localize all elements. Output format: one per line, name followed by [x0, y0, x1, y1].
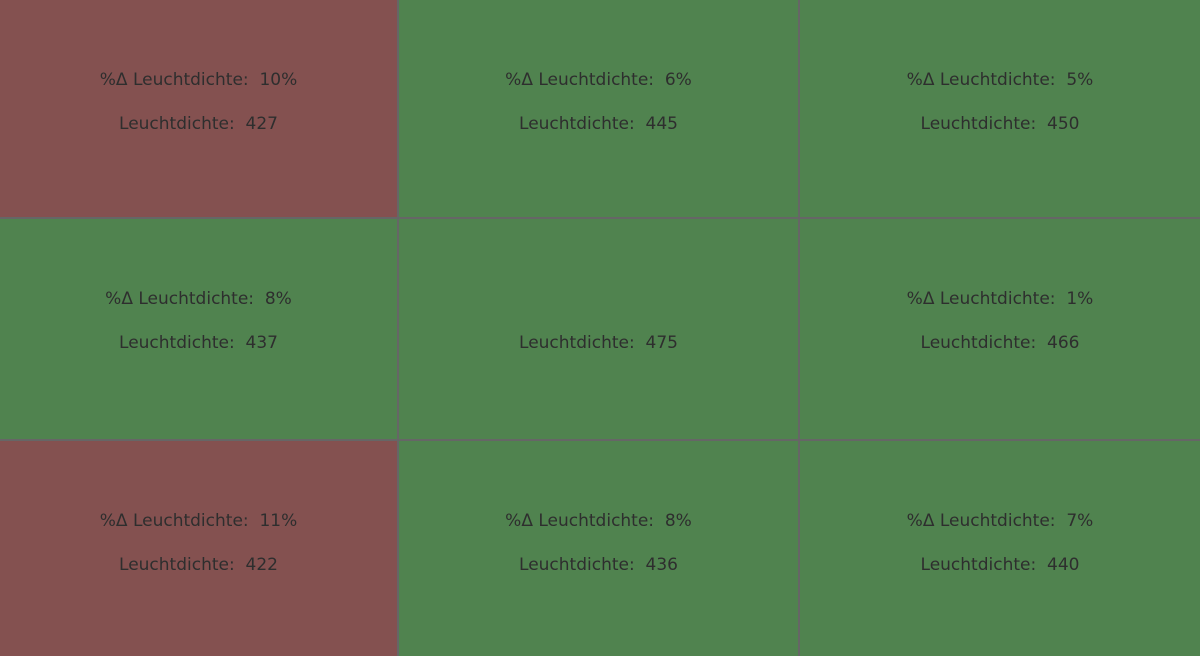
- luminance-delta-text: %Δ Leuchtdichte: 1%: [906, 289, 1094, 309]
- luminance-value-text: Leuchtdichte: 427: [119, 114, 278, 134]
- measurement-cell: %Δ Leuchtdichte: 8% Leuchtdichte: 436: [399, 441, 798, 656]
- luminance-value-text: Leuchtdichte: 475: [519, 333, 678, 353]
- measurement-cell: %Δ Leuchtdichte: 11% Leuchtdichte: 422: [0, 441, 397, 656]
- luminance-delta-text: %Δ Leuchtdichte: 11%: [99, 511, 298, 531]
- luminance-value-text: Leuchtdichte: 450: [920, 114, 1080, 134]
- luminance-delta-text: %Δ Leuchtdichte: 5%: [906, 70, 1094, 90]
- luminance-delta-text: %Δ Leuchtdichte: 10%: [99, 70, 298, 90]
- luminance-value-text: Leuchtdichte: 445: [519, 114, 678, 134]
- luminance-value-text: Leuchtdichte: 437: [119, 333, 278, 353]
- luminance-delta-text: %Δ Leuchtdichte: 6%: [505, 70, 692, 90]
- measurement-cell: Leuchtdichte: 475: [399, 219, 798, 439]
- luminance-delta-text: %Δ Leuchtdichte: 7%: [906, 511, 1094, 531]
- measurement-cell: %Δ Leuchtdichte: 5% Leuchtdichte: 450: [800, 0, 1200, 217]
- measurement-cell: %Δ Leuchtdichte: 8% Leuchtdichte: 437: [0, 219, 397, 439]
- luminance-delta-text: %Δ Leuchtdichte: 8%: [105, 289, 292, 309]
- luminance-value-text: Leuchtdichte: 440: [920, 555, 1080, 575]
- luminance-value-text: Leuchtdichte: 422: [119, 555, 278, 575]
- measurement-cell: %Δ Leuchtdichte: 6% Leuchtdichte: 445: [399, 0, 798, 217]
- luminance-value-text: Leuchtdichte: 436: [519, 555, 678, 575]
- measurement-cell: %Δ Leuchtdichte: 1% Leuchtdichte: 466: [800, 219, 1200, 439]
- luminance-delta-text: %Δ Leuchtdichte: 8%: [505, 511, 692, 531]
- measurement-cell: %Δ Leuchtdichte: 7% Leuchtdichte: 440: [800, 441, 1200, 656]
- luminance-value-text: Leuchtdichte: 466: [920, 333, 1080, 353]
- measurement-cell: %Δ Leuchtdichte: 10% Leuchtdichte: 427: [0, 0, 397, 217]
